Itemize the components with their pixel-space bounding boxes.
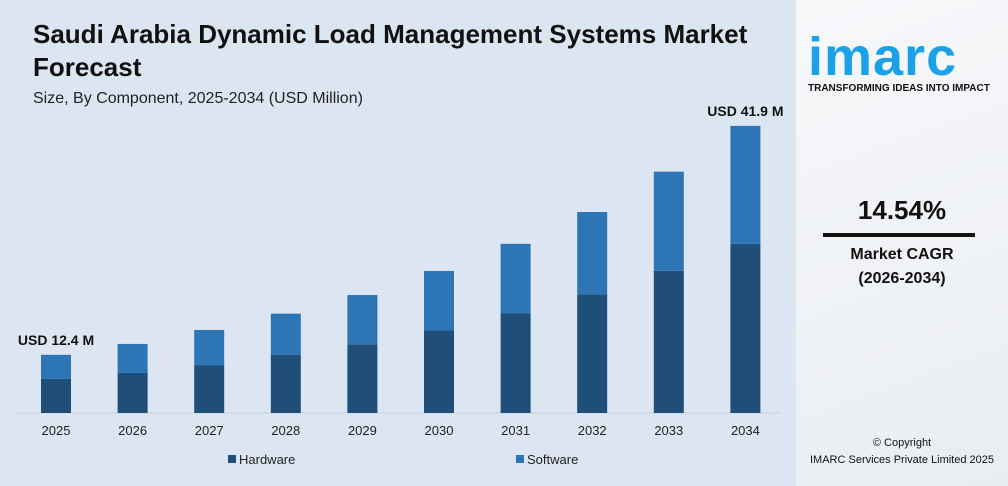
cagr-value: 14.54% <box>857 195 947 225</box>
imarc-logo: imarc <box>808 27 958 87</box>
chart-title: Saudi Arabia Dynamic Load Management Sys… <box>33 19 748 82</box>
cagr-label: Market CAGR <box>850 246 954 263</box>
cagr-period: (2026-2034) <box>858 270 946 287</box>
x-tick-label: 2031 <box>501 423 530 438</box>
copyright: © Copyright <box>872 437 932 449</box>
x-tick-label: 2029 <box>348 423 377 438</box>
data-label: USD 41.9 M <box>707 103 783 119</box>
x-tick-label: 2026 <box>118 423 147 438</box>
bar-chart: 2025 USD 12.4 M 2026 2027 2028 2029 2030 2031 20… <box>15 103 784 467</box>
bar-software-2034 <box>730 125 761 244</box>
bar-software-2028 <box>270 313 301 355</box>
legend-swatch-hardware <box>228 455 236 463</box>
x-tick-label: 2032 <box>578 423 607 438</box>
bar-software-2030 <box>424 270 454 331</box>
bar-hardware-2026 <box>117 372 148 413</box>
legend-label: Hardware <box>239 452 295 467</box>
bar-software-2032 <box>577 212 608 295</box>
bar-hardware-2031 <box>500 313 531 413</box>
bar-hardware-2032 <box>577 294 608 413</box>
x-tick-label: 2033 <box>654 423 683 438</box>
company-name: IMARC Services Private Limited 2025 <box>809 454 994 466</box>
x-tick-label: 2027 <box>195 423 224 438</box>
x-tick-label: 2030 <box>425 423 454 438</box>
bar-software-2026 <box>117 343 148 373</box>
bar-hardware-2028 <box>270 354 301 413</box>
bar-software-2027 <box>194 329 225 366</box>
divider <box>823 233 975 237</box>
bar-hardware-2029 <box>347 344 378 413</box>
bar-hardware-2034 <box>730 243 761 413</box>
bar-software-2031 <box>500 243 531 314</box>
bar-hardware-2027 <box>194 365 225 413</box>
x-tick-label: 2028 <box>271 423 300 438</box>
x-tick-label: 2034 <box>731 423 760 438</box>
legend-label: Software <box>527 452 578 467</box>
bar-hardware-2025 <box>41 378 71 413</box>
legend-swatch-software <box>516 455 524 463</box>
bar-software-2033 <box>653 171 684 271</box>
x-tick-label: 2025 <box>42 423 71 438</box>
data-label: USD 12.4 M <box>18 332 94 348</box>
bar-software-2029 <box>347 295 378 345</box>
bar-hardware-2030 <box>424 330 454 413</box>
logo-tagline: TRANSFORMING IDEAS INTO IMPACT <box>808 83 990 94</box>
chart-subtitle: Size, By Component, 2025-2034 (USD Milli… <box>33 90 363 107</box>
bar-hardware-2033 <box>653 270 684 413</box>
side-panel <box>796 0 1008 486</box>
bar-software-2025 <box>41 354 71 379</box>
